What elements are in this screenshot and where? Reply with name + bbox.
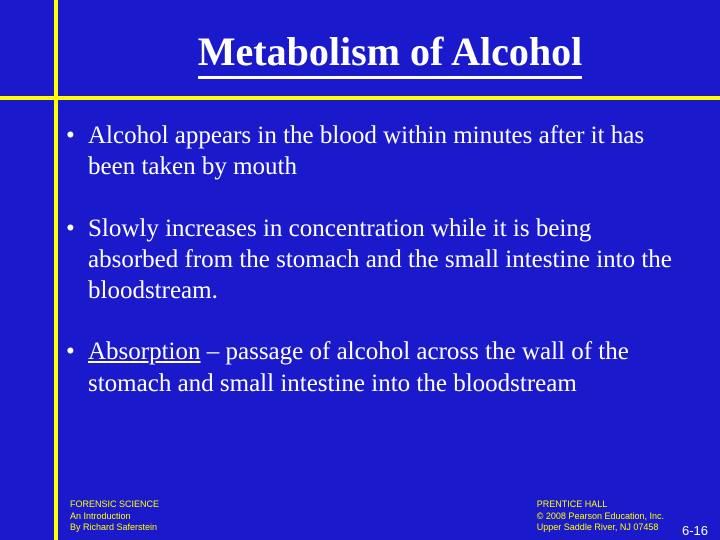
vertical-rule [54,0,58,540]
slide-footer: FORENSIC SCIENCE An Introduction By Rich… [0,490,720,534]
slide-title-text: Metabolism of Alcohol [198,29,582,79]
slide-number: 6-16 [682,523,708,538]
footer-right-block: PRENTICE HALL © 2008 Pearson Education, … [537,499,664,534]
footer-copyright: © 2008 Pearson Education, Inc. [537,511,664,523]
footer-author: By Richard Saferstein [70,522,159,534]
footer-address: Upper Saddle River, NJ 07458 [537,522,664,534]
bullet-item: • Absorption – passage of alcohol across… [66,336,686,399]
bullet-marker: • [66,213,88,307]
bullet-text: Alcohol appears in the blood within minu… [88,120,686,183]
footer-publisher: PRENTICE HALL [537,499,664,511]
bullet-item: • Alcohol appears in the blood within mi… [66,120,686,183]
bullet-marker: • [66,120,88,183]
bullet-text: Slowly increases in concentration while … [88,213,686,307]
footer-left-block: FORENSIC SCIENCE An Introduction By Rich… [70,499,159,534]
footer-book-title: FORENSIC SCIENCE [70,499,159,511]
bullet-text: Absorption – passage of alcohol across t… [88,336,686,399]
defined-term: Absorption [88,338,201,365]
slide-title: Metabolism of Alcohol [120,28,660,75]
footer-subtitle: An Introduction [70,511,159,523]
slide-body: • Alcohol appears in the blood within mi… [66,120,686,429]
horizontal-rule [0,96,720,100]
bullet-marker: • [66,336,88,399]
bullet-item: • Slowly increases in concentration whil… [66,213,686,307]
